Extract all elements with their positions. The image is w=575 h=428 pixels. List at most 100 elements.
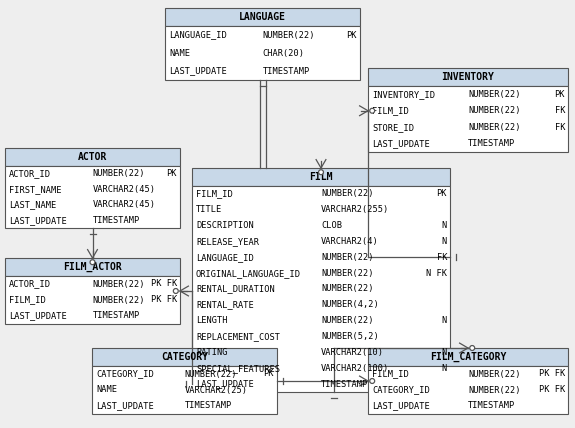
Text: LAST_UPDATE: LAST_UPDATE: [196, 380, 254, 389]
Text: RENTAL_RATE: RENTAL_RATE: [196, 300, 254, 309]
Circle shape: [319, 170, 324, 175]
Text: NUMBER(22): NUMBER(22): [93, 295, 145, 304]
Text: VARCHAR2(100): VARCHAR2(100): [321, 364, 389, 373]
Text: CATEGORY_ID: CATEGORY_ID: [372, 386, 430, 395]
Text: TIMESTAMP: TIMESTAMP: [468, 139, 515, 148]
Text: PK: PK: [554, 90, 565, 99]
Bar: [5, 258, 180, 276]
Text: PK: PK: [263, 369, 274, 378]
Text: NUMBER(22): NUMBER(22): [468, 123, 520, 132]
Bar: [165, 26, 360, 80]
Text: TIMESTAMP: TIMESTAMP: [468, 401, 515, 410]
Text: N: N: [442, 316, 447, 325]
Text: RELEASE_YEAR: RELEASE_YEAR: [196, 237, 259, 246]
Text: FILM_ID: FILM_ID: [372, 106, 409, 115]
Text: ACTOR_ID: ACTOR_ID: [9, 169, 51, 178]
Text: NAME: NAME: [96, 386, 117, 395]
Text: LAST_UPDATE: LAST_UPDATE: [96, 401, 154, 410]
Bar: [192, 168, 450, 186]
Text: NUMBER(22): NUMBER(22): [468, 369, 520, 378]
Text: LENGTH: LENGTH: [196, 316, 228, 325]
Text: VARCHAR2(255): VARCHAR2(255): [321, 205, 389, 214]
Text: PK FK: PK FK: [151, 295, 177, 304]
Text: FILM_ACTOR: FILM_ACTOR: [63, 262, 122, 272]
Text: LAST_UPDATE: LAST_UPDATE: [169, 66, 227, 75]
Text: VARCHAR2(4): VARCHAR2(4): [321, 237, 379, 246]
Text: TIMESTAMP: TIMESTAMP: [93, 216, 140, 225]
Text: NUMBER(22): NUMBER(22): [93, 169, 145, 178]
Bar: [165, 8, 360, 26]
Text: N: N: [442, 364, 447, 373]
Text: ORIGINAL_LANGUAGE_ID: ORIGINAL_LANGUAGE_ID: [196, 269, 301, 278]
Text: CHAR(20): CHAR(20): [263, 48, 305, 57]
Text: PK FK: PK FK: [539, 369, 565, 378]
Text: N: N: [442, 221, 447, 230]
Text: NUMBER(4,2): NUMBER(4,2): [321, 300, 379, 309]
Text: TIMESTAMP: TIMESTAMP: [263, 66, 310, 75]
Text: NUMBER(22): NUMBER(22): [468, 386, 520, 395]
Text: FILM_ID: FILM_ID: [372, 369, 409, 378]
Text: VARCHAR2(10): VARCHAR2(10): [321, 348, 384, 357]
Text: PK: PK: [436, 190, 447, 199]
Text: INVENTORY: INVENTORY: [442, 72, 494, 82]
Text: N FK: N FK: [426, 269, 447, 278]
Text: PK FK: PK FK: [539, 386, 565, 395]
Bar: [92, 366, 277, 414]
Text: LAST_UPDATE: LAST_UPDATE: [372, 139, 430, 148]
Text: RENTAL_DURATION: RENTAL_DURATION: [196, 285, 275, 294]
Text: FILM_CATEGORY: FILM_CATEGORY: [430, 352, 506, 362]
Bar: [5, 148, 180, 166]
Text: NUMBER(22): NUMBER(22): [468, 90, 520, 99]
Text: FIRST_NAME: FIRST_NAME: [9, 185, 62, 194]
Text: INVENTORY_ID: INVENTORY_ID: [372, 90, 435, 99]
Circle shape: [470, 345, 474, 351]
Text: N: N: [442, 348, 447, 357]
Text: FILM: FILM: [309, 172, 333, 182]
Text: TIMESTAMP: TIMESTAMP: [321, 380, 368, 389]
Text: LAST_UPDATE: LAST_UPDATE: [372, 401, 430, 410]
Text: REPLACEMENT_COST: REPLACEMENT_COST: [196, 332, 280, 341]
Circle shape: [90, 260, 95, 265]
Text: LAST_UPDATE: LAST_UPDATE: [9, 216, 67, 225]
Text: TIMESTAMP: TIMESTAMP: [93, 312, 140, 321]
Text: NUMBER(5,2): NUMBER(5,2): [321, 332, 379, 341]
Text: CATEGORY_ID: CATEGORY_ID: [96, 369, 154, 378]
Text: LANGUAGE: LANGUAGE: [239, 12, 286, 22]
Text: VARCHAR2(25): VARCHAR2(25): [185, 386, 247, 395]
Circle shape: [370, 108, 375, 113]
Bar: [368, 366, 568, 414]
Text: RATING: RATING: [196, 348, 228, 357]
Text: NUMBER(22): NUMBER(22): [321, 316, 374, 325]
Text: TITLE: TITLE: [196, 205, 223, 214]
Text: NUMBER(22): NUMBER(22): [321, 253, 374, 262]
Text: NUMBER(22): NUMBER(22): [185, 369, 237, 378]
Circle shape: [370, 378, 375, 383]
Text: LANGUAGE_ID: LANGUAGE_ID: [196, 253, 254, 262]
Text: NUMBER(22): NUMBER(22): [468, 106, 520, 115]
Text: PK: PK: [167, 169, 177, 178]
Text: LAST_UPDATE: LAST_UPDATE: [9, 312, 67, 321]
Text: NUMBER(22): NUMBER(22): [321, 285, 374, 294]
Text: PK: PK: [347, 30, 357, 39]
Text: FILM_ID: FILM_ID: [196, 190, 233, 199]
Text: FILM_ID: FILM_ID: [9, 295, 46, 304]
Text: NUMBER(22): NUMBER(22): [321, 190, 374, 199]
Text: CLOB: CLOB: [321, 221, 342, 230]
Text: ACTOR: ACTOR: [78, 152, 107, 162]
Text: ACTOR_ID: ACTOR_ID: [9, 279, 51, 288]
Text: FK: FK: [554, 123, 565, 132]
Text: STORE_ID: STORE_ID: [372, 123, 414, 132]
Text: NUMBER(22): NUMBER(22): [321, 269, 374, 278]
Bar: [368, 86, 568, 152]
Bar: [368, 68, 568, 86]
Text: LAST_NAME: LAST_NAME: [9, 200, 56, 209]
Text: CATEGORY: CATEGORY: [161, 352, 208, 362]
Text: DESCRIPTION: DESCRIPTION: [196, 221, 254, 230]
Text: N: N: [442, 237, 447, 246]
Circle shape: [173, 288, 178, 294]
Bar: [368, 348, 568, 366]
Text: NUMBER(22): NUMBER(22): [93, 279, 145, 288]
Bar: [92, 348, 277, 366]
Text: TIMESTAMP: TIMESTAMP: [185, 401, 232, 410]
Text: VARCHAR2(45): VARCHAR2(45): [93, 185, 155, 194]
